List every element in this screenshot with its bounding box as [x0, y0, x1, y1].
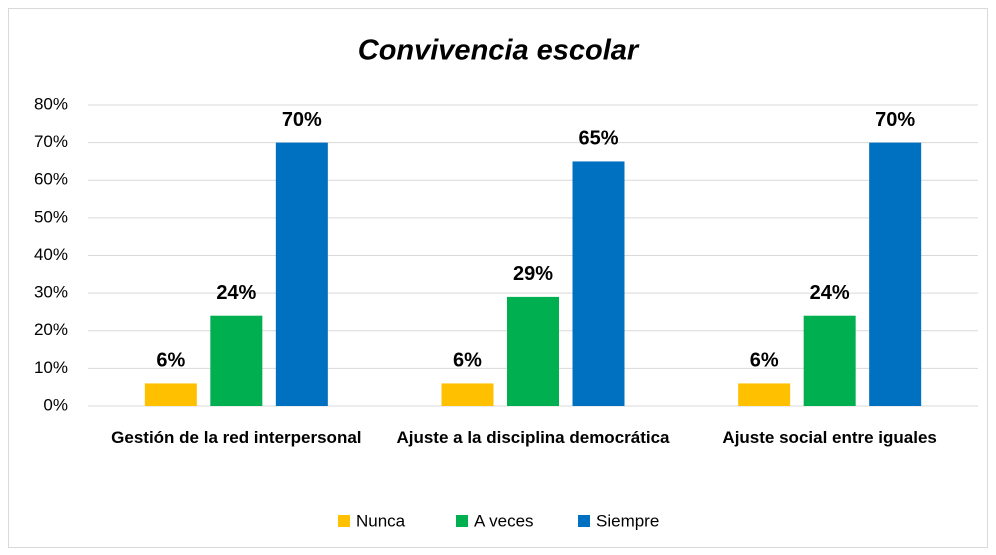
value-label: 6%	[750, 350, 779, 372]
value-label: 24%	[810, 282, 850, 304]
y-tick-label: 60%	[34, 170, 68, 189]
chart-title: Convivencia escolar	[358, 35, 640, 67]
chart-border	[8, 8, 988, 548]
bar	[275, 142, 328, 406]
value-label: 6%	[453, 350, 482, 372]
bar	[738, 383, 791, 406]
bar	[803, 315, 856, 406]
bar	[572, 161, 625, 406]
x-tick-label: Ajuste social entre iguales	[722, 428, 937, 447]
bar	[144, 383, 197, 406]
value-label: 6%	[156, 350, 185, 372]
y-tick-label: 80%	[34, 94, 68, 113]
legend-swatch	[338, 515, 350, 527]
y-tick-label: 10%	[34, 358, 68, 377]
value-label: 65%	[578, 128, 618, 150]
legend-label: Siempre	[596, 511, 659, 530]
bar	[441, 383, 494, 406]
legend-label: Nunca	[356, 511, 406, 530]
legend-swatch	[578, 515, 590, 527]
y-tick-label: 50%	[34, 207, 68, 226]
legend-label: A veces	[474, 511, 534, 530]
y-tick-label: 30%	[34, 283, 68, 302]
x-tick-label: Ajuste a la disciplina democrática	[396, 428, 670, 447]
x-tick-label: Gestión de la red interpersonal	[111, 428, 362, 447]
y-tick-label: 20%	[34, 320, 68, 339]
legend-swatch	[456, 515, 468, 527]
bar	[869, 142, 922, 406]
bar	[507, 296, 559, 406]
value-label: 70%	[875, 109, 915, 131]
y-tick-label: 0%	[43, 395, 68, 414]
value-label: 70%	[282, 109, 322, 131]
bar	[210, 315, 263, 406]
value-label: 29%	[513, 263, 553, 285]
y-tick-label: 70%	[34, 132, 68, 151]
value-label: 24%	[216, 282, 256, 304]
y-tick-label: 40%	[34, 245, 68, 264]
